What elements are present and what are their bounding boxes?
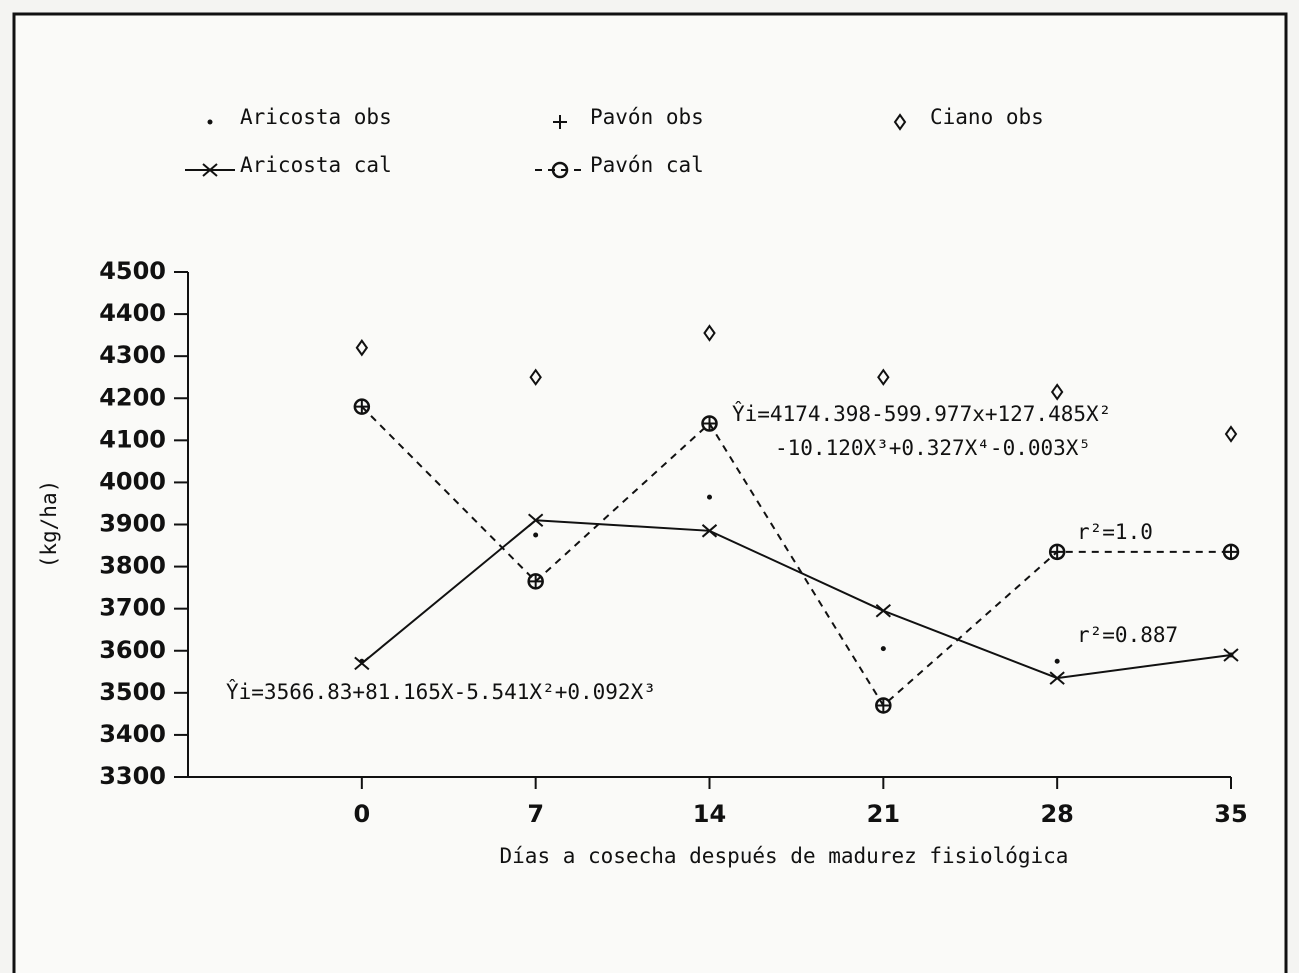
y-tick-label: 3600 (99, 636, 166, 664)
legend-marker (553, 115, 567, 129)
y-tick-label: 3400 (99, 720, 166, 748)
marker-plus (528, 574, 543, 589)
marker-diamond (877, 368, 890, 386)
x-tick-label: 0 (353, 800, 370, 828)
marker-dot (1054, 658, 1060, 664)
annotation: Ŷi=4174.398-599.977x+127.485X² (732, 401, 1111, 426)
series-line (361, 519, 1232, 680)
marker-circle (527, 573, 544, 590)
marker-dot (880, 646, 886, 652)
y-tick-label: 4300 (99, 341, 166, 369)
x-tick-label: 35 (1214, 800, 1247, 828)
y-tick-label: 3900 (99, 510, 166, 538)
x-tick-label: 28 (1040, 800, 1073, 828)
marker-circle (1222, 543, 1240, 561)
legend-label: Pavón obs (590, 105, 704, 129)
marker-diamond (1050, 383, 1064, 401)
x-tick-label: 14 (693, 800, 726, 828)
marker-diamond (1224, 425, 1238, 443)
y-tick-label: 4400 (99, 299, 166, 327)
marker-x (354, 656, 370, 671)
legend-label: Aricosta obs (240, 105, 392, 129)
marker-x (1049, 671, 1065, 685)
marker-diamond (355, 339, 369, 357)
legend-label: Aricosta cal (240, 153, 392, 177)
annotation: Ŷi=3566.83+81.165X-5.541X²+0.092X³ (226, 679, 656, 704)
y-tick-label: 3500 (99, 678, 166, 706)
marker-x (528, 513, 544, 528)
marker-x (1223, 648, 1239, 662)
legend-label: Ciano obs (930, 105, 1044, 129)
y-tick-label: 3300 (99, 762, 166, 790)
marker-x (701, 524, 718, 538)
y-tick-label: 4200 (99, 383, 166, 411)
y-axis-label: (kg/ha) (37, 480, 61, 569)
x-axis-label: Días a cosecha después de madurez fisiol… (500, 844, 1069, 868)
y-tick-label: 4000 (99, 467, 166, 495)
marker-circle (1048, 543, 1066, 561)
y-tick-label: 4100 (99, 425, 166, 453)
marker-dot (707, 494, 712, 500)
legend-label: Pavón cal (590, 153, 704, 177)
annotation: r²=0.887 (1077, 623, 1178, 647)
annotation: -10.120X³+0.327X⁴-0.003X⁵ (775, 436, 1091, 460)
y-tick-label: 3800 (99, 552, 166, 580)
annotation: r²=1.0 (1077, 520, 1153, 544)
legend-marker (207, 119, 213, 125)
marker-diamond (703, 324, 716, 342)
marker-x (875, 604, 891, 618)
y-tick-label: 4500 (99, 257, 166, 285)
marker-circle (701, 415, 718, 432)
marker-dot (533, 532, 539, 538)
marker-diamond (529, 368, 542, 386)
legend-marker (893, 113, 907, 131)
y-tick-label: 3700 (99, 594, 166, 622)
marker-circle (875, 697, 892, 714)
legend-marker (202, 163, 218, 177)
marker-circle (353, 398, 371, 415)
frame (12, 12, 1288, 973)
x-tick-label: 21 (867, 800, 900, 828)
legend-marker (551, 161, 569, 179)
x-tick-label: 7 (527, 800, 544, 828)
